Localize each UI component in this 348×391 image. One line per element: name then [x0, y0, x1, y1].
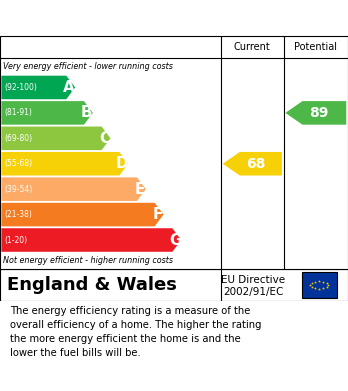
Text: (21-38): (21-38) — [4, 210, 32, 219]
Polygon shape — [1, 101, 93, 125]
Text: F: F — [152, 207, 163, 222]
Text: G: G — [169, 233, 181, 248]
Text: 68: 68 — [246, 157, 266, 171]
Text: Very energy efficient - lower running costs: Very energy efficient - lower running co… — [3, 62, 173, 71]
Text: (81-91): (81-91) — [4, 108, 32, 117]
Polygon shape — [1, 178, 146, 201]
Polygon shape — [285, 101, 346, 125]
Text: (39-54): (39-54) — [4, 185, 32, 194]
Polygon shape — [1, 127, 111, 150]
Text: 2002/91/EC: 2002/91/EC — [223, 287, 283, 297]
Text: (69-80): (69-80) — [4, 134, 32, 143]
Text: Current: Current — [234, 42, 271, 52]
Text: C: C — [99, 131, 110, 146]
Text: 89: 89 — [309, 106, 329, 120]
Text: (92-100): (92-100) — [4, 83, 37, 92]
Text: The energy efficiency rating is a measure of the
overall efficiency of a home. T: The energy efficiency rating is a measur… — [10, 306, 262, 357]
Text: Energy Efficiency Rating: Energy Efficiency Rating — [10, 9, 239, 27]
Text: B: B — [81, 106, 93, 120]
Text: A: A — [63, 80, 75, 95]
Text: D: D — [116, 156, 128, 171]
Text: EU Directive: EU Directive — [221, 275, 285, 285]
Bar — [302, 272, 337, 298]
Text: England & Wales: England & Wales — [7, 276, 177, 294]
Text: (1-20): (1-20) — [4, 235, 27, 244]
Text: E: E — [135, 182, 145, 197]
Text: Not energy efficient - higher running costs: Not energy efficient - higher running co… — [3, 256, 174, 265]
Polygon shape — [1, 76, 75, 99]
Polygon shape — [1, 152, 128, 176]
Text: (55-68): (55-68) — [4, 159, 32, 168]
Polygon shape — [1, 203, 164, 226]
Polygon shape — [1, 228, 181, 252]
Polygon shape — [223, 152, 282, 176]
Text: Potential: Potential — [294, 42, 337, 52]
